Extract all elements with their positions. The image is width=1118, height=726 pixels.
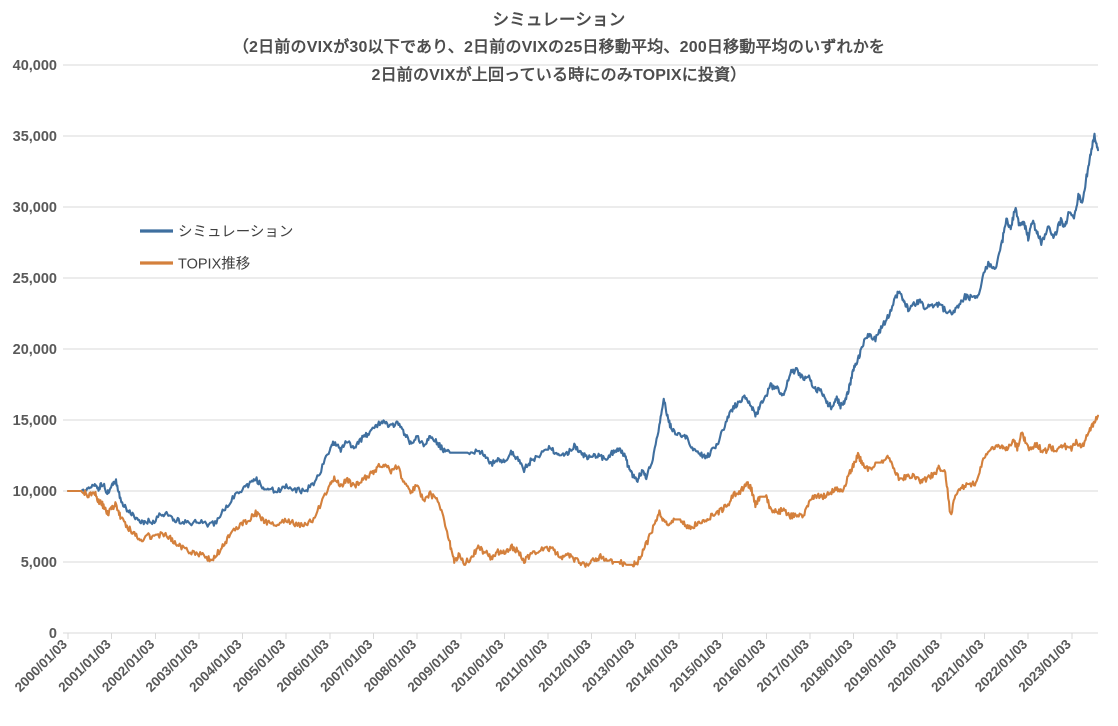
x-tick-marks-group bbox=[67, 633, 1073, 639]
y-axis-labels-group: 0 5,000 10,000 15,000 20,000 25,000 30,000 35,0… bbox=[13, 58, 57, 642]
y-axis-tick-label: 5,000 bbox=[21, 555, 57, 571]
y-axis-tick-label: 35,000 bbox=[13, 129, 57, 145]
series-line-simulation bbox=[66, 132, 1100, 528]
y-axis-tick-label: 15,000 bbox=[13, 413, 57, 429]
y-axis-tick-label: 30,000 bbox=[13, 200, 57, 216]
chart-legend: シミュレーション TOPIX推移 bbox=[140, 225, 293, 273]
legend-label-simulation: シミュレーション bbox=[178, 225, 293, 241]
y-axis-tick-label: 40,000 bbox=[13, 58, 57, 74]
y-axis-tick-label: 25,000 bbox=[13, 271, 57, 287]
gridlines-group bbox=[68, 64, 1098, 634]
legend-label-topix: TOPIX推移 bbox=[178, 256, 250, 273]
y-axis-tick-label: 20,000 bbox=[13, 342, 57, 358]
y-axis-tick-label: 0 bbox=[49, 626, 57, 642]
y-tick-marks-group bbox=[63, 64, 68, 634]
data-series-group bbox=[66, 132, 1100, 568]
y-axis-tick-label: 10,000 bbox=[13, 484, 57, 500]
x-axis-labels-group: 2000/01/032001/01/032002/01/032003/01/03… bbox=[12, 636, 1075, 695]
series-line-topix bbox=[66, 414, 1100, 568]
